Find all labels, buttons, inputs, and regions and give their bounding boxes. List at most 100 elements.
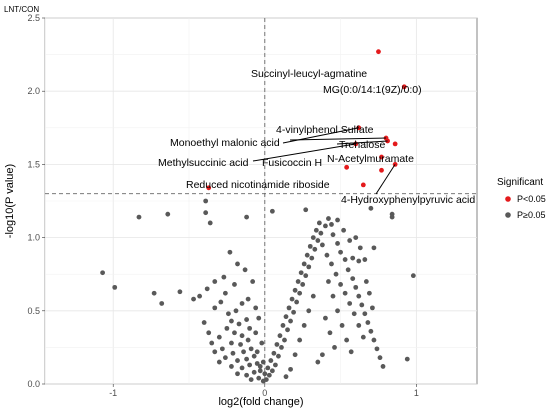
non-significant-point [312, 246, 318, 252]
annotation-label: Methylsuccinic acid [158, 157, 249, 169]
non-significant-point [244, 214, 250, 220]
non-significant-point [269, 208, 275, 214]
non-significant-point [286, 305, 292, 311]
non-significant-point [256, 375, 262, 381]
non-significant-point [313, 227, 319, 233]
non-significant-point [368, 328, 374, 334]
y-tick-label: 0.0 [27, 379, 40, 389]
non-significant-point [204, 286, 210, 292]
non-significant-point [306, 308, 312, 314]
non-significant-point [324, 252, 330, 258]
non-significant-point [260, 359, 266, 365]
non-significant-point [239, 333, 245, 339]
non-significant-point [219, 346, 225, 352]
non-significant-point [410, 273, 416, 279]
grid-lines [44, 17, 477, 385]
non-significant-point [244, 356, 250, 362]
non-significant-point [221, 274, 227, 280]
non-significant-point [100, 270, 105, 276]
significant-point [379, 167, 384, 173]
non-significant-point [297, 290, 303, 296]
non-significant-point [283, 374, 289, 380]
y-axis-ticks: 0.0 0.5 1.0 1.5 2.0 2.5 [27, 13, 45, 389]
non-significant-point [297, 337, 303, 343]
x-axis-ticks: -1 0 1 [109, 384, 419, 398]
non-significant-point [310, 293, 316, 299]
non-significant-point [254, 361, 260, 366]
non-significant-point [353, 284, 359, 290]
non-significant-point [307, 243, 313, 249]
non-significant-point [263, 377, 269, 383]
y-tick-label: 0.5 [27, 306, 40, 316]
non-significant-point [315, 359, 321, 365]
non-significant-point [276, 353, 281, 359]
significant-point [379, 154, 384, 160]
non-significant-point [294, 299, 300, 305]
non-significant-point [309, 255, 315, 261]
non-significant-point [277, 333, 283, 339]
non-significant-point [203, 198, 209, 204]
non-significant-point [227, 249, 233, 255]
non-significant-point [212, 279, 218, 284]
non-significant-point [366, 290, 372, 296]
annotation-leader-line [252, 143, 356, 162]
non-significant-point [235, 358, 240, 363]
non-significant-point [319, 352, 325, 358]
non-significant-point [247, 325, 253, 331]
non-significant-point [235, 261, 240, 267]
figure-title: LNT/CON [4, 5, 39, 14]
legend-label-not-significant: P≥0.05 [517, 210, 545, 220]
non-significant-point [245, 296, 251, 302]
non-significant-point [298, 270, 304, 276]
non-significant-point [216, 334, 222, 340]
data-points [100, 49, 416, 384]
legend: Significant P<0.05 P≥0.05 [497, 177, 546, 220]
non-significant-point [253, 305, 259, 311]
legend-title: Significant [497, 177, 543, 188]
non-significant-point [329, 222, 334, 227]
non-significant-point [356, 258, 362, 264]
non-significant-point [304, 252, 310, 258]
annotation-leader-line [336, 140, 388, 145]
non-significant-point [310, 235, 316, 241]
non-significant-point [404, 356, 410, 362]
non-significant-point [347, 238, 353, 243]
non-significant-point [229, 318, 234, 324]
non-significant-point [350, 276, 356, 281]
non-significant-point [232, 282, 237, 287]
non-significant-point [339, 323, 345, 328]
non-significant-point [269, 368, 275, 374]
non-significant-point [244, 317, 250, 322]
non-significant-point [345, 267, 351, 273]
non-significant-point [330, 232, 336, 238]
non-significant-point [280, 323, 286, 328]
non-significant-point [341, 227, 347, 233]
y-tick-label: 2.5 [27, 13, 40, 23]
non-significant-point [266, 372, 272, 378]
non-significant-point [292, 287, 298, 293]
non-significant-point [353, 235, 359, 241]
non-significant-point [344, 337, 350, 343]
non-significant-point [360, 334, 366, 340]
non-significant-point [212, 305, 218, 311]
non-significant-point [235, 371, 240, 377]
non-significant-point [256, 315, 262, 321]
non-significant-point [335, 217, 340, 223]
y-tick-label: 1.0 [27, 233, 40, 243]
non-significant-point [151, 290, 157, 296]
non-significant-point [229, 364, 234, 369]
non-significant-point [338, 249, 343, 255]
non-significant-point [233, 308, 239, 314]
non-significant-point [177, 289, 183, 295]
non-significant-point [371, 337, 377, 343]
non-significant-point [377, 355, 383, 361]
non-significant-point [218, 299, 224, 305]
non-significant-point [248, 377, 254, 383]
non-significant-point [380, 364, 386, 369]
non-significant-point [239, 365, 245, 371]
annotation-label: 4-Hydroxyphenylpyruvic acid [341, 194, 475, 206]
significant-point [344, 164, 350, 170]
non-significant-point [283, 314, 289, 320]
non-significant-point [327, 330, 333, 336]
non-significant-point [330, 293, 336, 299]
